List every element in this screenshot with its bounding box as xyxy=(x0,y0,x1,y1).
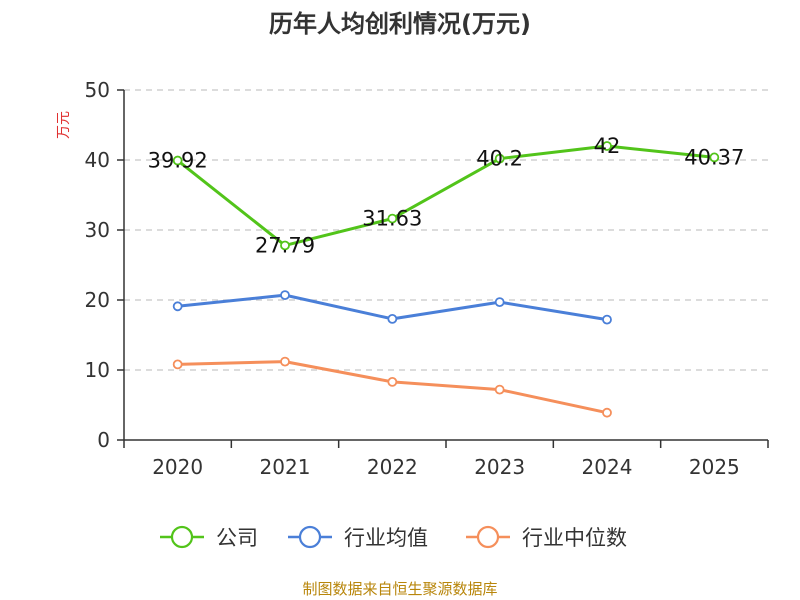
grid-lines xyxy=(124,89,768,371)
data-point-s0-2023[interactable] xyxy=(494,153,505,164)
x-tick-label-2023: 2023 xyxy=(474,455,525,479)
data-point-s0-2024[interactable] xyxy=(602,141,612,151)
data-point-s1-2023[interactable] xyxy=(494,297,505,308)
legend-marker-0 xyxy=(170,525,194,549)
data-label-2023: 40.2 xyxy=(476,147,523,171)
legend-item-1[interactable]: 行业均值 xyxy=(288,525,428,550)
y-tick-label-20: 20 xyxy=(85,288,110,312)
x-tick-label-2025: 2025 xyxy=(689,455,740,479)
x-tick-label-2020: 2020 xyxy=(152,455,203,479)
x-tick-label-2021: 2021 xyxy=(260,455,311,479)
data-label-2025: 40.37 xyxy=(684,145,744,169)
data-label-2020: 39.92 xyxy=(148,149,208,173)
source-footer: 制图数据来自恒生聚源数据库 xyxy=(302,580,498,598)
series-line-2 xyxy=(177,360,608,415)
data-point-s0-2022[interactable] xyxy=(387,213,398,224)
legend-item-2[interactable]: 行业中位数 xyxy=(466,525,627,550)
data-point-s0-2020[interactable] xyxy=(172,155,183,166)
data-point-s1-2021[interactable] xyxy=(280,290,290,301)
data-point-s1-2020[interactable] xyxy=(172,301,183,312)
legend-marker-1 xyxy=(298,525,322,549)
data-point-s1-2024[interactable] xyxy=(602,314,612,325)
data-point-s0-2025[interactable] xyxy=(709,152,720,163)
series-line-0 xyxy=(176,144,715,247)
data-point-s2-2024[interactable] xyxy=(602,407,612,418)
data-point-s1-2022[interactable] xyxy=(387,313,398,324)
legend-marker-2 xyxy=(476,525,500,549)
legend-label-1: 行业均值 xyxy=(344,526,428,550)
legend[interactable]: 公司 行业均值 行业中位数 xyxy=(160,525,627,550)
x-tick-label-2022: 2022 xyxy=(367,455,418,479)
chart-title: 历年人均创利情况(万元) xyxy=(269,10,531,38)
data-point-s2-2023[interactable] xyxy=(494,384,505,395)
data-label-2021: 27.79 xyxy=(255,233,315,257)
data-label-2024: 42 xyxy=(594,134,621,158)
y-tick-label-50: 50 xyxy=(85,78,110,102)
legend-label-0: 公司 xyxy=(216,526,258,550)
series-points xyxy=(172,141,720,418)
data-label-2022: 31.63 xyxy=(362,207,422,231)
data-point-s2-2020[interactable] xyxy=(172,359,183,370)
data-point-s2-2022[interactable] xyxy=(387,376,398,387)
x-tick-label-2024: 2024 xyxy=(582,455,633,479)
y-tick-label-40: 40 xyxy=(85,148,110,172)
y-axis-label: 万元 xyxy=(56,111,72,139)
series-lines xyxy=(176,144,715,415)
axes: 0 10 20 30 40 50 2020 2021 2022 2023 2024 2025 xyxy=(85,78,769,479)
data-point-s2-2021[interactable] xyxy=(280,356,290,367)
data-labels: 39.92 27.79 31.63 40.2 42 40.37 xyxy=(148,134,745,257)
y-tick-label-0: 0 xyxy=(97,428,110,452)
y-tick-label-30: 30 xyxy=(85,218,110,242)
data-point-s0-2021[interactable] xyxy=(280,240,290,251)
legend-item-0[interactable]: 公司 xyxy=(160,525,258,550)
legend-label-2: 行业中位数 xyxy=(522,526,627,550)
y-tick-label-10: 10 xyxy=(85,358,110,382)
